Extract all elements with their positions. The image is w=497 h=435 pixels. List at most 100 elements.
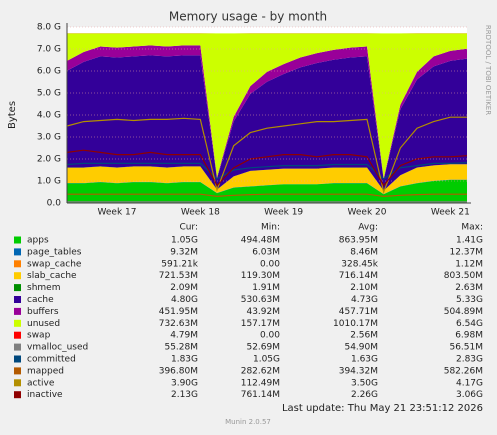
- legend-stat: 591.21k: [161, 259, 198, 269]
- legend-stat: 282.62M: [241, 366, 280, 376]
- legend-label: page_tables: [27, 247, 82, 257]
- legend-stat: 716.14M: [339, 271, 378, 281]
- legend-stat: 761.14M: [241, 390, 280, 400]
- legend-stat: 1.05G: [253, 355, 280, 365]
- x-tick-label: Week 20: [348, 208, 387, 218]
- legend-stat: 6.54G: [456, 319, 483, 329]
- legend-swatch: [14, 284, 21, 291]
- legend-stat: 2.09M: [170, 283, 198, 293]
- legend-swatch: [14, 260, 21, 267]
- legend-label: swap_cache: [27, 259, 82, 269]
- legend-stat: 6.98M: [455, 331, 483, 341]
- legend-stat: 2.83G: [456, 355, 483, 365]
- legend-stat: 157.17M: [241, 319, 280, 329]
- y-tick-label: 5.0 G: [37, 89, 61, 99]
- legend-label: slab_cache: [27, 271, 77, 281]
- legend-stat: 56.51M: [449, 343, 483, 353]
- legend-stat: 0.00: [260, 259, 280, 269]
- legend-stat: 43.92M: [246, 307, 280, 317]
- y-axis-label: Bytes: [7, 101, 18, 129]
- x-tick-label: Week 18: [181, 208, 220, 218]
- legend-stat: 328.45k: [341, 259, 378, 269]
- legend-stat: 504.89M: [444, 307, 483, 317]
- legend-stat: 4.79M: [170, 331, 198, 341]
- legend-stat: 394.32M: [339, 366, 378, 376]
- legend-stat: 2.10M: [350, 283, 378, 293]
- legend-stat: 494.48M: [241, 236, 280, 246]
- legend-stat: 119.30M: [241, 271, 280, 281]
- legend-swatch: [14, 248, 21, 255]
- last-update: Last update: Thu May 21 23:51:12 2026: [282, 403, 483, 414]
- x-tick-label: Week 21: [431, 208, 470, 218]
- y-tick-label: 7.0 G: [37, 45, 61, 55]
- legend-column-header: Min:: [261, 223, 280, 233]
- legend-stat: 5.33G: [456, 295, 483, 305]
- legend-label: mapped: [27, 366, 64, 376]
- legend-stat: 1.91M: [252, 283, 280, 293]
- legend-label: shmem: [27, 283, 60, 293]
- legend-column-header: Max:: [461, 223, 483, 233]
- legend-swatch: [14, 344, 21, 351]
- legend-stat: 1.63G: [351, 355, 378, 365]
- legend-label: swap: [27, 331, 51, 341]
- version: Munin 2.0.57: [225, 418, 271, 426]
- legend-label: cache: [27, 295, 54, 305]
- legend-swatch: [14, 332, 21, 339]
- legend-swatch: [14, 367, 21, 374]
- legend-label: inactive: [27, 390, 63, 400]
- legend-stat: 55.28M: [164, 343, 198, 353]
- legend-stat: 863.95M: [339, 236, 378, 246]
- legend-label: active: [27, 378, 55, 388]
- legend-stat: 721.53M: [159, 271, 198, 281]
- legend-column-header: Avg:: [358, 223, 378, 233]
- y-tick-label: 1.0 G: [37, 177, 61, 187]
- legend-stat: 4.17G: [456, 378, 483, 388]
- legend-stat: 3.50G: [351, 378, 378, 388]
- legend-label: buffers: [27, 307, 59, 317]
- y-tick-label: 4.0 G: [37, 111, 61, 121]
- legend-stat: 2.63M: [455, 283, 483, 293]
- legend-stat: 6.03M: [252, 247, 280, 257]
- legend-label: unused: [27, 319, 60, 329]
- legend-stat: 112.49M: [241, 378, 280, 388]
- legend-stat: 2.56M: [350, 331, 378, 341]
- chart-title: Memory usage - by month: [169, 10, 327, 24]
- legend-stat: 803.50M: [444, 271, 483, 281]
- legend-stat: 12.37M: [449, 247, 483, 257]
- legend-label: vmalloc_used: [27, 343, 88, 353]
- legend-swatch: [14, 356, 21, 363]
- legend-stat: 1.12M: [455, 259, 483, 269]
- legend-label: committed: [27, 355, 76, 365]
- legend-stat: 54.90M: [344, 343, 378, 353]
- legend-stat: 2.26G: [351, 390, 378, 400]
- legend-stat: 3.06G: [456, 390, 483, 400]
- legend-swatch: [14, 272, 21, 279]
- legend-stat: 1.83G: [171, 355, 198, 365]
- legend-stat: 3.90G: [171, 378, 198, 388]
- legend-stat: 1010.17M: [333, 319, 378, 329]
- legend-stat: 732.63M: [159, 319, 198, 329]
- legend-stat: 52.69M: [246, 343, 280, 353]
- legend-swatch: [14, 379, 21, 386]
- legend-swatch: [14, 296, 21, 303]
- x-tick-label: Week 19: [264, 208, 303, 218]
- legend-stat: 396.80M: [159, 366, 198, 376]
- legend-stat: 1.05G: [171, 236, 198, 246]
- y-tick-label: 8.0 G: [37, 23, 61, 33]
- legend-swatch: [14, 320, 21, 327]
- legend-stat: 451.95M: [159, 307, 198, 317]
- legend-stat: 530.63M: [241, 295, 280, 305]
- legend-stat: 4.80G: [171, 295, 198, 305]
- watermark: RRDTOOL / TOBI OETIKER: [484, 25, 492, 115]
- legend-column-header: Cur:: [179, 223, 198, 233]
- legend-stat: 582.26M: [444, 366, 483, 376]
- y-tick-label: 2.0 G: [37, 155, 61, 165]
- legend-stat: 4.73G: [351, 295, 378, 305]
- legend-stat: 1.41G: [456, 236, 483, 246]
- legend-swatch: [14, 237, 21, 244]
- x-tick-label: Week 17: [98, 208, 137, 218]
- legend-swatch: [14, 391, 21, 398]
- legend-stat: 2.13G: [171, 390, 198, 400]
- legend-stat: 0.00: [260, 331, 280, 341]
- y-tick-label: 6.0 G: [37, 67, 61, 77]
